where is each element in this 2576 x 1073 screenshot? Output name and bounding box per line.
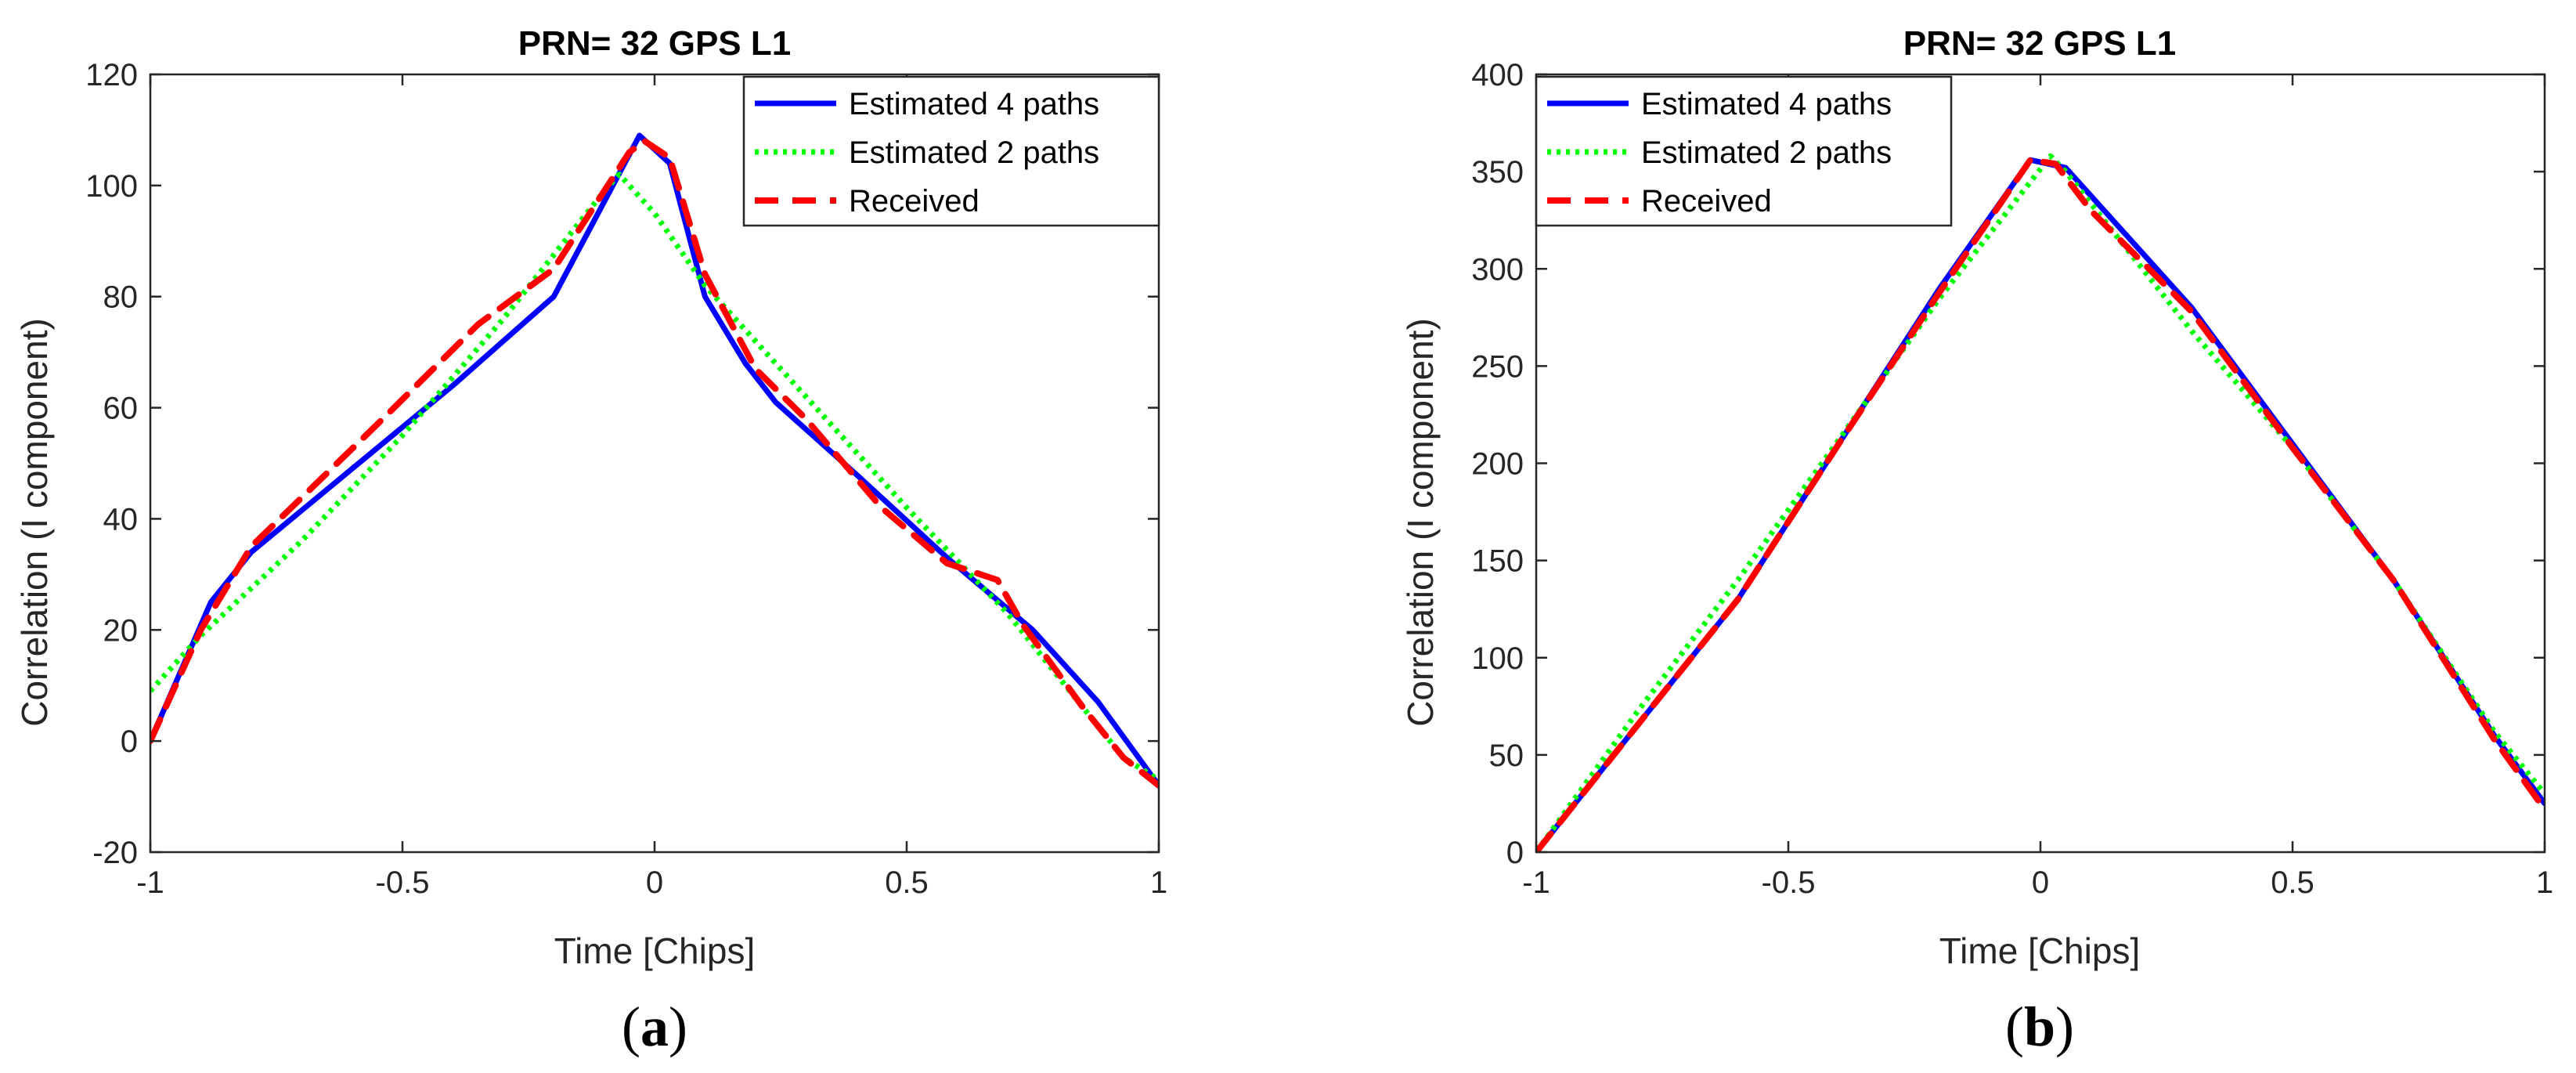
x-tick-label: 0.5	[885, 865, 929, 900]
y-axis-label: Correlation (I component)	[14, 318, 55, 727]
legend-label: Received	[1641, 184, 1772, 219]
series-line-received	[150, 138, 1159, 789]
x-tick-label: -1	[136, 865, 164, 900]
y-tick-label: 250	[1471, 349, 1524, 384]
panel-letter: b	[2024, 995, 2055, 1058]
y-tick-label: 50	[1489, 739, 1524, 773]
y-tick-label: 350	[1471, 155, 1524, 190]
series-line-received	[1536, 157, 2545, 852]
x-tick-label: 0	[646, 865, 663, 900]
y-tick-label: 0	[1506, 836, 1524, 870]
panel-caption: (b)	[2005, 995, 2074, 1058]
y-tick-label: 60	[103, 392, 139, 426]
y-axis-label: Correlation (I component)	[1400, 318, 1441, 727]
y-tick-label: 100	[1471, 641, 1524, 676]
chart-title: PRN= 32 GPS L1	[518, 24, 791, 63]
chart-title: PRN= 32 GPS L1	[1903, 24, 2176, 63]
x-axis-label: Time [Chips]	[554, 930, 755, 971]
x-tick-label: 0.5	[2271, 865, 2314, 900]
y-tick-label: -20	[92, 836, 138, 870]
y-tick-label: 100	[85, 169, 138, 204]
panel-caption: (a)	[622, 995, 687, 1058]
legend-label: Estimated 2 paths	[849, 135, 1099, 170]
chart-panel-a: PRN= 32 GPS L1 -1 -0.5 0 0.5 1 -20 0 20 40 60 80 10…	[14, 24, 1167, 1058]
legend-label: Estimated 4 paths	[849, 87, 1099, 121]
legend-label: Received	[849, 184, 980, 219]
x-tick-label: -0.5	[1762, 865, 1816, 900]
x-tick-label: 0	[2032, 865, 2049, 900]
series-line-estimated-4-paths	[150, 132, 1159, 789]
legend-label: Estimated 4 paths	[1641, 87, 1892, 121]
y-tick-label: 0	[121, 724, 138, 759]
x-tick-label: 1	[1150, 865, 1167, 900]
y-tick-label: 150	[1471, 544, 1524, 579]
y-tick-label: 300	[1471, 252, 1524, 287]
x-axis-label: Time [Chips]	[1939, 930, 2140, 971]
y-tick-label: 200	[1471, 447, 1524, 482]
y-tick-label: 120	[85, 58, 138, 92]
y-tick-label: 20	[103, 613, 139, 648]
legend: Estimated 4 paths Estimated 2 paths Receiv…	[742, 75, 1160, 227]
y-tick-label: 400	[1471, 58, 1524, 92]
x-tick-label: -0.5	[376, 865, 430, 900]
x-tick-label: 1	[2536, 865, 2553, 900]
y-tick-label: 80	[103, 280, 139, 315]
chart-panel-b: PRN= 32 GPS L1 -1 -0.5 0 0.5 1 0 50 100 150 200 25…	[1400, 24, 2553, 1058]
x-tick-label: -1	[1522, 865, 1550, 900]
legend-label: Estimated 2 paths	[1641, 135, 1892, 170]
panel-letter: a	[640, 995, 669, 1058]
legend: Estimated 4 paths Estimated 2 paths Receiv…	[1535, 75, 1953, 227]
y-tick-label: 40	[103, 502, 139, 536]
